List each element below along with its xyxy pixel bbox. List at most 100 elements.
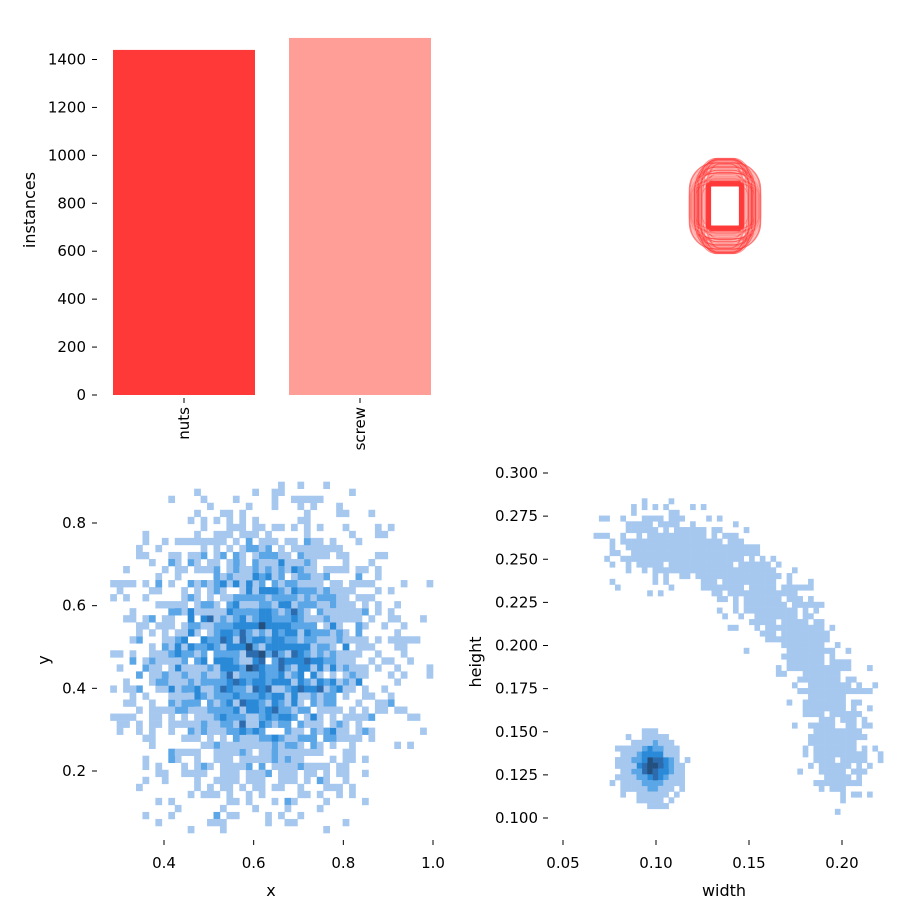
heatmap-cell — [265, 544, 272, 553]
heatmap-cell — [278, 558, 285, 567]
heatmap-cell — [155, 762, 163, 771]
heatmap-cell — [213, 629, 221, 637]
heatmap-cell — [226, 762, 234, 771]
heatmap-cell — [797, 647, 803, 654]
heatmap-cell — [271, 495, 279, 504]
heatmap-cell — [663, 521, 669, 528]
heatmap-cell — [802, 653, 809, 660]
heatmap-cell — [663, 578, 669, 585]
heatmap-cell — [765, 630, 771, 637]
heatmap-cell — [168, 671, 176, 679]
heatmap-cell — [652, 527, 659, 534]
heatmap-cell — [258, 713, 266, 721]
heatmap-cell — [808, 601, 814, 608]
heatmap-cell — [258, 544, 266, 553]
heatmap-cell — [636, 757, 643, 764]
heatmap-cell — [663, 745, 669, 752]
heatmap-cell — [663, 780, 669, 787]
heatmap-cell — [808, 596, 814, 603]
heatmap-cell — [336, 720, 343, 728]
heatmap-cell — [258, 608, 266, 616]
heatmap-cell — [824, 647, 830, 654]
heatmap-cell — [316, 699, 324, 707]
heatmap-cell — [738, 584, 744, 591]
heatmap-cell — [426, 664, 434, 672]
heatmap-cell — [271, 699, 279, 707]
heatmap-cell — [252, 565, 259, 574]
heatmap-cell — [303, 587, 311, 595]
heatmap-cell — [219, 720, 227, 728]
heatmap-cell — [684, 567, 691, 574]
heatmap-cell — [641, 521, 648, 528]
heatmap-cell — [219, 804, 227, 813]
heatmap-cell — [636, 785, 643, 792]
heatmap-cell — [641, 739, 648, 746]
heatmap-cell — [663, 504, 669, 511]
heatmap-cell — [673, 509, 680, 516]
heatmap-cell — [374, 699, 382, 707]
heatmap-cell — [394, 706, 402, 714]
heatmap-cell — [781, 619, 787, 626]
heatmap-cell — [207, 664, 214, 672]
heatmap-cell — [245, 615, 253, 623]
heatmap-cell — [342, 776, 350, 785]
heatmap-cell — [194, 755, 201, 764]
heatmap-cell — [245, 594, 253, 602]
heatmap-cell — [641, 745, 648, 752]
heatmap-cell — [316, 537, 324, 546]
heatmap-cell — [641, 498, 648, 505]
heatmap-cell — [194, 748, 201, 757]
heatmap-cell — [829, 676, 836, 683]
heatmap-cell — [194, 734, 201, 742]
heatmap-cell — [232, 608, 240, 616]
heatmap-cell — [232, 762, 240, 771]
heatmap-cell — [245, 664, 253, 672]
y-tick-label: 0.200 — [495, 637, 538, 655]
heatmap-cell — [614, 584, 621, 591]
heatmap-cell — [850, 699, 857, 706]
heatmap-cell — [716, 544, 723, 551]
heatmap-cell — [349, 636, 356, 644]
heatmap-cell — [631, 751, 637, 758]
heatmap-cell — [861, 751, 868, 758]
heatmap-cell — [749, 567, 755, 574]
heatmap-cell — [679, 785, 686, 792]
heatmap-cell — [271, 594, 279, 602]
heatmap-cell — [232, 650, 240, 658]
heatmap-cell — [265, 811, 272, 820]
heatmap-cell — [349, 580, 356, 588]
heatmap-cell — [200, 615, 208, 623]
heatmap-cell — [232, 664, 240, 672]
heatmap-cell — [245, 776, 253, 785]
heatmap-cell — [856, 682, 862, 689]
heatmap-cell — [845, 745, 852, 752]
heatmap-cell — [818, 757, 825, 764]
heatmap-cell — [620, 785, 627, 792]
heatmap-cell — [213, 755, 221, 764]
heatmap-cell — [278, 587, 285, 595]
heatmap-cell — [278, 713, 285, 721]
heatmap-cell — [194, 692, 201, 700]
heatmap-cell — [749, 550, 755, 557]
heatmap-cell — [813, 757, 820, 764]
heatmap-cell — [786, 659, 793, 666]
heatmap-cell — [679, 561, 686, 568]
heatmap-cell — [316, 678, 324, 686]
heatmap-cell — [349, 741, 356, 749]
heatmap-cell — [155, 573, 163, 581]
heatmap-cell — [316, 762, 324, 771]
heatmap-cell — [834, 808, 841, 815]
heatmap-cell — [355, 580, 363, 588]
heatmap-cell — [657, 780, 664, 787]
heatmap-cell — [226, 643, 234, 651]
heatmap-cell — [290, 565, 298, 574]
heatmap-cell — [290, 657, 298, 665]
heatmap-cell — [284, 643, 292, 651]
heatmap-cell — [284, 601, 292, 609]
heatmap-cell — [245, 544, 253, 553]
heatmap-cell — [174, 657, 182, 665]
heatmap-cell — [738, 613, 744, 620]
heatmap-cell — [813, 619, 820, 626]
heatmap-cell — [636, 521, 643, 528]
heatmap-cell — [834, 670, 841, 677]
